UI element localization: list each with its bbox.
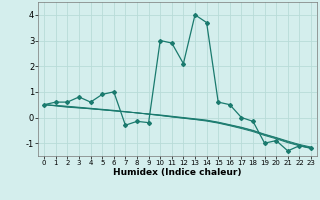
X-axis label: Humidex (Indice chaleur): Humidex (Indice chaleur) [113, 168, 242, 177]
